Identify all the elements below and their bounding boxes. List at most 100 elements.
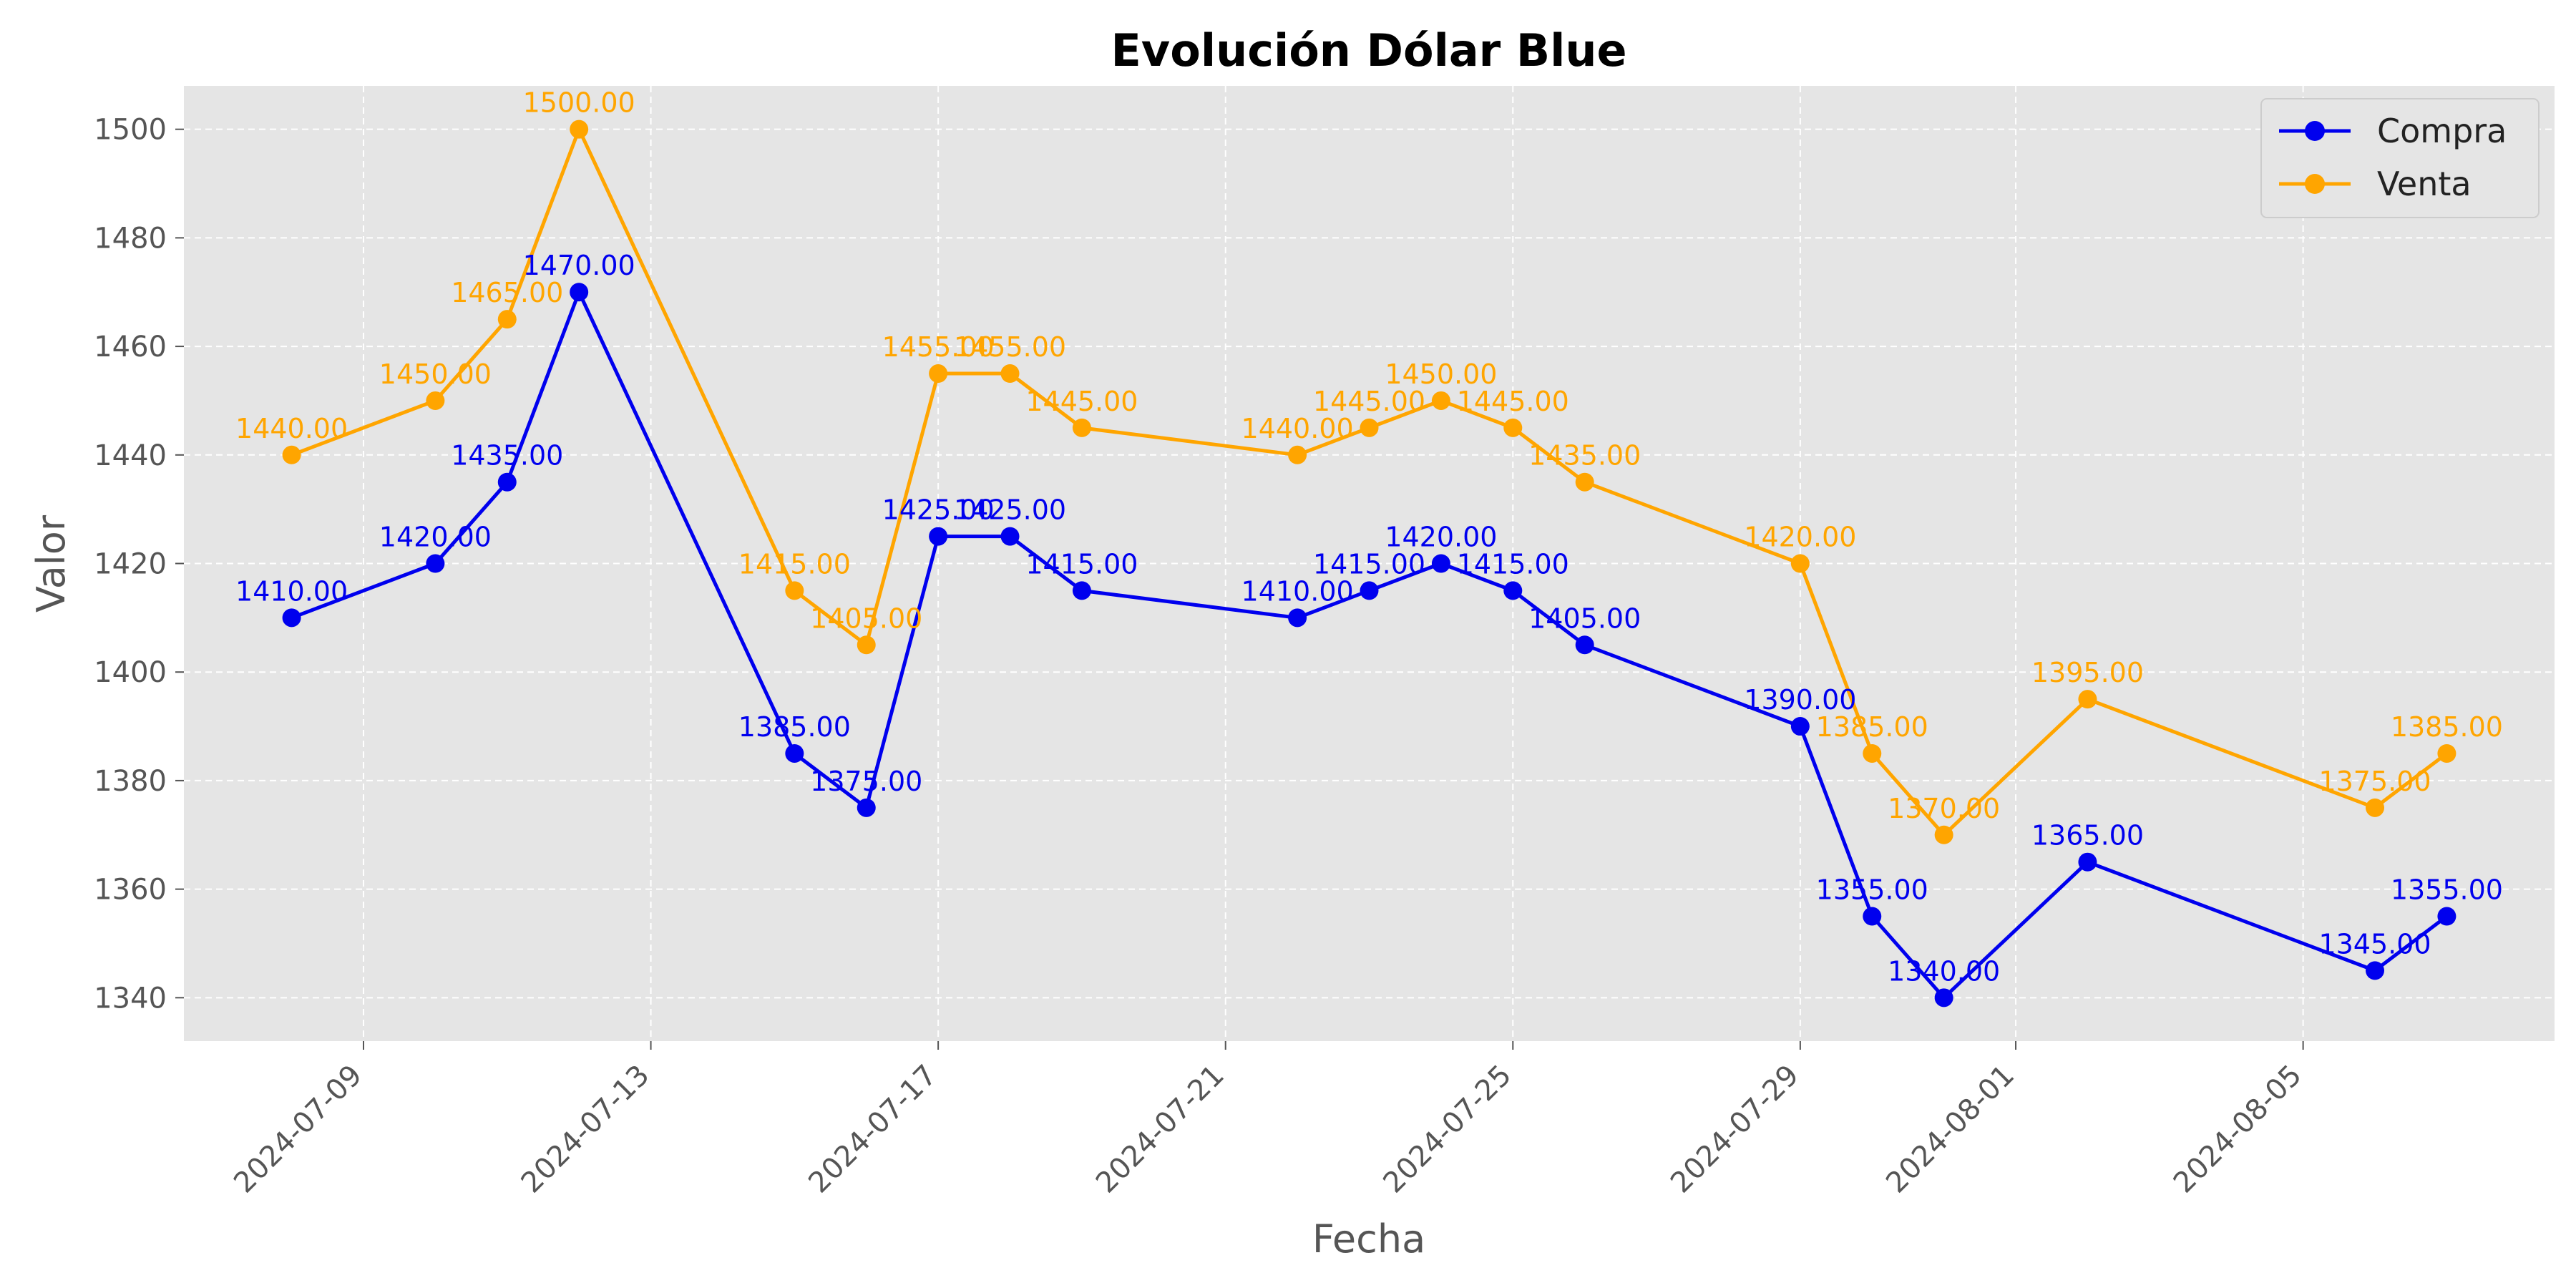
data-point-venta — [1072, 418, 1091, 437]
data-point-venta — [1000, 364, 1020, 384]
data-point-compra — [1934, 988, 1953, 1008]
data-label-compra: 1410.00 — [1241, 575, 1354, 607]
legend-marker-venta — [2305, 174, 2325, 194]
data-point-venta — [282, 445, 301, 464]
legend-marker-compra — [2305, 121, 2325, 141]
data-point-venta — [1575, 472, 1594, 492]
y-tick-label: 1380 — [94, 765, 167, 798]
legend-label-compra: Compra — [2377, 112, 2507, 150]
data-point-venta — [497, 310, 517, 329]
data-label-compra: 1385.00 — [738, 711, 851, 743]
data-label-compra: 1405.00 — [1528, 602, 1641, 634]
x-tick-label: 2024-07-29 — [1664, 1059, 1805, 1200]
data-point-venta — [1503, 418, 1523, 437]
data-label-compra: 1355.00 — [2391, 874, 2503, 906]
data-point-venta — [857, 635, 876, 655]
x-tick-label: 2024-08-05 — [2167, 1059, 2308, 1200]
data-point-venta — [426, 391, 445, 410]
y-tick-label: 1340 — [94, 982, 167, 1015]
data-point-compra — [497, 472, 517, 492]
data-point-venta — [570, 119, 589, 139]
data-label-venta: 1370.00 — [1888, 793, 2000, 824]
data-label-compra: 1365.00 — [2031, 820, 2144, 852]
data-point-compra — [2437, 907, 2457, 926]
x-tick-label: 2024-07-09 — [228, 1059, 369, 1200]
data-label-venta: 1450.00 — [379, 358, 492, 390]
x-tick-label: 2024-08-01 — [1880, 1059, 2021, 1200]
data-point-compra — [1503, 581, 1523, 600]
y-tick-label: 1400 — [94, 656, 167, 689]
data-label-compra: 1470.00 — [523, 250, 635, 281]
data-point-venta — [1360, 418, 1379, 437]
data-label-compra: 1375.00 — [810, 766, 922, 797]
data-point-compra — [282, 608, 301, 628]
data-point-venta — [1863, 743, 1882, 763]
y-tick-label: 1360 — [94, 874, 167, 907]
data-label-compra: 1425.00 — [954, 494, 1066, 526]
x-tick-label: 2024-07-13 — [515, 1059, 656, 1200]
data-label-venta: 1420.00 — [1744, 522, 1856, 553]
y-tick-label: 1420 — [94, 548, 167, 581]
data-point-compra — [1575, 635, 1594, 655]
data-point-compra — [1790, 717, 1810, 736]
legend-box — [2260, 98, 2540, 218]
data-label-venta: 1385.00 — [2391, 711, 2503, 743]
data-label-venta: 1415.00 — [738, 548, 851, 580]
data-label-compra: 1390.00 — [1744, 684, 1856, 716]
data-label-compra: 1415.00 — [1025, 548, 1138, 580]
data-label-compra: 1415.00 — [1313, 548, 1425, 580]
data-label-venta: 1445.00 — [1025, 386, 1138, 417]
data-point-compra — [2078, 852, 2097, 872]
data-point-compra — [1431, 554, 1450, 573]
data-label-venta: 1465.00 — [451, 277, 563, 308]
data-label-compra: 1345.00 — [2318, 928, 2431, 960]
data-label-venta: 1445.00 — [1313, 386, 1425, 417]
legend-label-venta: Venta — [2377, 165, 2472, 203]
data-point-compra — [785, 743, 804, 763]
data-label-venta: 1445.00 — [1457, 386, 1569, 417]
data-point-venta — [1790, 554, 1810, 573]
data-point-compra — [570, 283, 589, 302]
series-line-venta — [291, 127, 2448, 837]
data-point-compra — [426, 554, 445, 573]
x-axis-ticks: 2024-07-09 2024-07-13 2024-07-17 2024-07-21… — [228, 1041, 2308, 1199]
data-point-compra — [2366, 961, 2385, 980]
data-label-venta: 1395.00 — [2031, 657, 2144, 688]
data-label-venta: 1455.00 — [882, 331, 995, 363]
data-point-compra — [1288, 608, 1307, 628]
data-point-venta — [1934, 825, 1953, 844]
data-label-compra: 1410.00 — [235, 575, 348, 607]
data-point-compra — [1000, 527, 1020, 546]
series-lines — [282, 119, 2457, 1008]
data-label-venta: 1450.00 — [1385, 358, 1497, 390]
data-point-compra — [1360, 581, 1379, 600]
data-point-venta — [2078, 690, 2097, 709]
data-point-venta — [785, 581, 804, 600]
data-point-compra — [929, 527, 948, 546]
data-label-venta: 1440.00 — [235, 413, 348, 444]
x-tick-label: 2024-07-21 — [1090, 1059, 1231, 1200]
data-label-venta: 1500.00 — [523, 87, 635, 119]
series-line-compra — [291, 290, 2448, 1000]
x-tick-label: 2024-07-25 — [1377, 1059, 1518, 1200]
data-label-compra: 1425.00 — [882, 494, 995, 526]
legend: Compra Venta — [2260, 98, 2540, 218]
data-label-compra: 1420.00 — [379, 522, 492, 553]
data-label-compra: 1355.00 — [1816, 874, 1928, 906]
data-label-compra: 1415.00 — [1457, 548, 1569, 580]
data-label-venta: 1405.00 — [810, 602, 922, 634]
data-label-venta: 1375.00 — [2318, 766, 2431, 797]
data-label-compra: 1340.00 — [1888, 955, 2000, 987]
y-tick-label: 1440 — [94, 439, 167, 472]
data-point-venta — [929, 364, 948, 384]
data-point-venta — [2437, 743, 2457, 763]
y-tick-label: 1480 — [94, 222, 167, 255]
data-labels: 1410.00 1420.00 1435.00 1470.00 1385.00 1375.… — [235, 87, 2503, 987]
data-point-compra — [1863, 907, 1882, 926]
data-label-venta: 1440.00 — [1241, 413, 1354, 444]
data-point-venta — [2366, 798, 2385, 817]
data-label-venta: 1385.00 — [1816, 711, 1928, 743]
data-label-venta: 1435.00 — [1528, 440, 1641, 472]
y-axis-label: Valor — [29, 514, 74, 613]
